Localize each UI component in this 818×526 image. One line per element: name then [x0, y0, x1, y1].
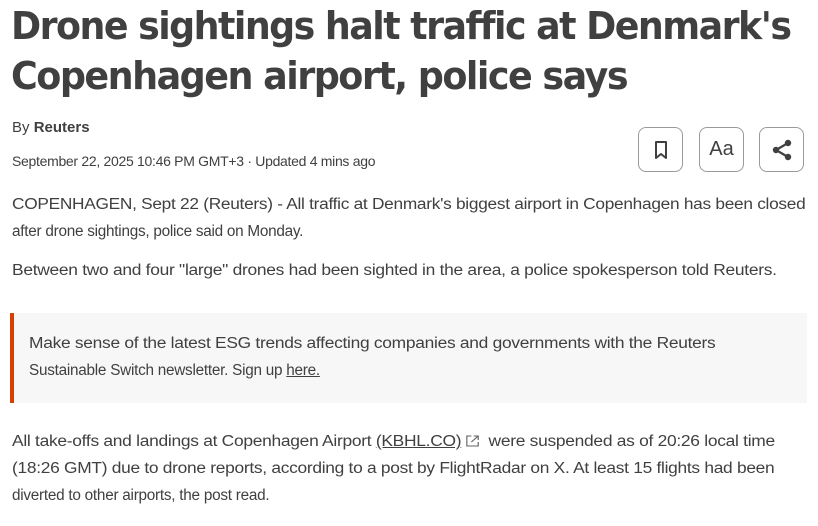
paragraph-1-line-2: after drone sightings, police said on Mo…	[12, 223, 304, 240]
external-link-icon	[466, 435, 479, 447]
bookmark-icon	[654, 140, 667, 159]
p3-text-after: were suspended as of 20:26 local time	[483, 433, 776, 450]
paragraph-3-line-3: diverted to other airports, the post rea…	[12, 487, 270, 504]
headline-line-2: Copenhagen airport, police says	[11, 54, 629, 98]
byline: By Reuters	[12, 119, 90, 136]
promo-line-1: Make sense of the latest ESG trends affe…	[29, 335, 716, 352]
headline-line-1: Drone sightings halt traffic at Denmark'…	[11, 4, 792, 48]
signup-link[interactable]: here.	[286, 362, 320, 379]
share-button[interactable]	[759, 127, 804, 172]
byline-prefix: By	[12, 119, 30, 136]
paragraph-2: Between two and four "large" drones had …	[12, 262, 777, 279]
text-size-icon: Aa	[709, 138, 734, 160]
dateline: September 22, 2025 10:46 PM GMT+3 · Upda…	[12, 153, 376, 169]
promo-text: Sustainable Switch newsletter. Sign up	[29, 362, 287, 379]
p3-text: All take-offs and landings at Copenhagen…	[12, 433, 376, 450]
bookmark-button[interactable]	[638, 127, 683, 172]
text-size-button[interactable]: Aa	[699, 127, 744, 172]
paragraph-3-line-1: All take-offs and landings at Copenhagen…	[12, 433, 775, 451]
byline-author[interactable]: Reuters	[33, 119, 90, 136]
newsletter-promo	[10, 313, 807, 403]
paragraph-3-line-2: (18:26 GMT) due to drone reports, accord…	[12, 460, 775, 477]
share-icon	[772, 139, 791, 160]
promo-line-2: Sustainable Switch newsletter. Sign up h…	[29, 362, 320, 380]
paragraph-1-line-1: COPENHAGEN, Sept 22 (Reuters) - All traf…	[12, 196, 806, 213]
kbhl-link[interactable]: (KBHL.CO)	[375, 433, 462, 450]
